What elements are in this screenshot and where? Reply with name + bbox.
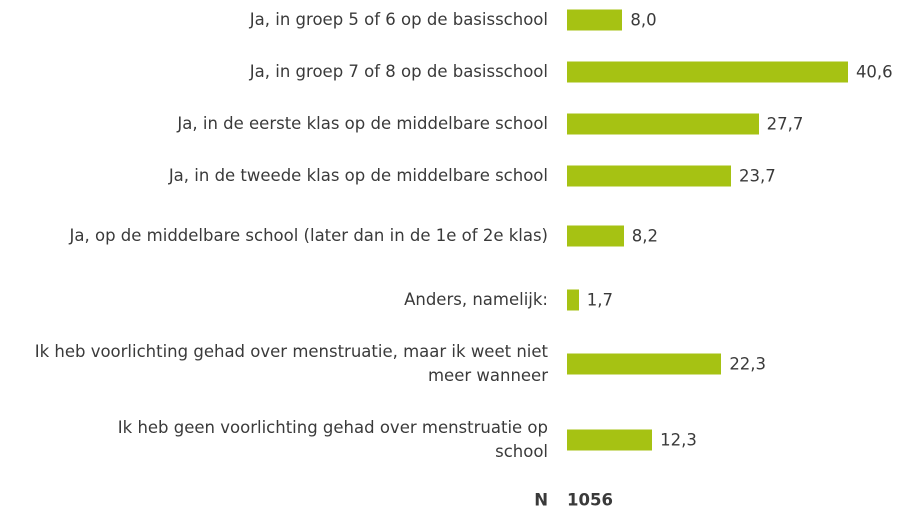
category-label: Ja, in groep 5 of 6 op de basisschool — [249, 10, 548, 29]
bar — [567, 61, 848, 83]
category-label: Ja, op de middelbare school (later dan i… — [69, 226, 548, 245]
value-label: 40,6 — [855, 62, 893, 82]
value-label: 1,7 — [586, 290, 613, 310]
value-label: 8,2 — [631, 226, 658, 246]
bar — [567, 9, 623, 31]
category-label: Ik heb geen voorlichting gehad over mens… — [117, 418, 548, 461]
category-label: Ja, in groep 7 of 8 op de basisschool — [249, 62, 548, 81]
value-label: 12,3 — [660, 430, 697, 450]
category-label: Ja, in de tweede klas op de middelbare s… — [168, 166, 548, 185]
sample-size-label: N — [534, 490, 548, 510]
value-label: 22,3 — [729, 354, 767, 374]
value-label: 23,7 — [739, 166, 776, 186]
value-label: 27,7 — [766, 114, 804, 134]
value-label: 8,0 — [630, 10, 657, 30]
bar — [567, 429, 653, 451]
category-label: Anders, namelijk: — [404, 290, 548, 309]
bar — [567, 353, 722, 375]
bar — [567, 113, 759, 135]
sample-size-value: 1056 — [567, 490, 613, 510]
bar — [567, 165, 731, 187]
category-label: Ja, in de eerste klas op de middelbare s… — [177, 114, 548, 133]
bar — [567, 225, 624, 247]
bar — [567, 289, 579, 311]
category-label: Ik heb voorlichting gehad over menstruat… — [34, 342, 548, 385]
